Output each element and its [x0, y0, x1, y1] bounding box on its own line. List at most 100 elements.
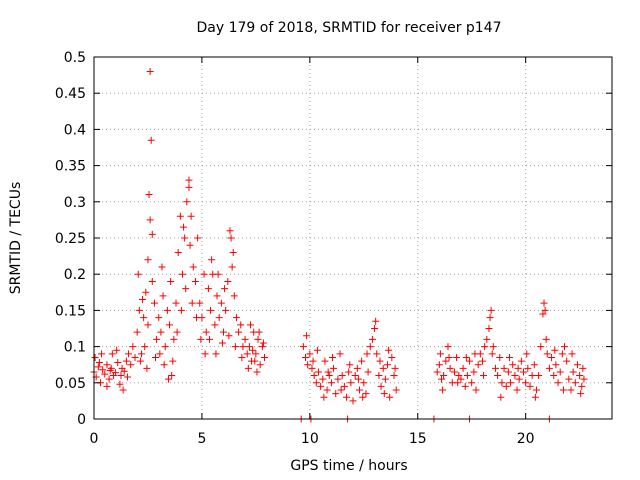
data-point [211, 321, 219, 329]
data-point [330, 364, 338, 372]
data-point [559, 386, 567, 394]
data-point [224, 277, 232, 285]
data-point [319, 375, 327, 383]
data-point [172, 299, 180, 307]
data-point [433, 368, 441, 376]
data-point [487, 306, 495, 314]
data-point [561, 343, 569, 351]
data-point [249, 346, 257, 354]
data-point [122, 357, 130, 365]
data-point [366, 343, 374, 351]
data-point [379, 364, 387, 372]
data-point [327, 379, 335, 387]
data-point [221, 285, 229, 293]
data-point [145, 191, 153, 199]
data-point [309, 357, 317, 365]
data-point [363, 350, 371, 358]
data-point [196, 299, 204, 307]
data-point [163, 306, 171, 314]
data-point [392, 386, 400, 394]
data-point [166, 321, 174, 329]
data-point [251, 357, 259, 365]
data-point [129, 343, 137, 351]
data-point [573, 361, 581, 369]
data-point [440, 372, 448, 380]
data-point [200, 270, 208, 278]
data-point [376, 357, 384, 365]
chart-title: Day 179 of 2018, SRMTID for receiver p14… [196, 20, 501, 36]
data-point [117, 372, 125, 380]
data-point [243, 350, 251, 358]
y-tick-label: 0.45 [55, 86, 86, 102]
data-point [182, 285, 190, 293]
data-point [551, 346, 559, 354]
data-point [310, 372, 318, 380]
data-point [238, 353, 246, 361]
data-point [541, 306, 549, 314]
data-point [108, 350, 116, 358]
data-point [375, 372, 383, 380]
y-tick-label: 0.05 [55, 376, 86, 392]
y-tick-label: 0.3 [64, 195, 86, 211]
data-point [208, 256, 216, 264]
data-point [131, 353, 139, 361]
data-point [483, 335, 491, 343]
data-point [486, 314, 494, 322]
data-point [437, 375, 445, 383]
data-point [579, 364, 587, 372]
data-point [485, 325, 493, 332]
data-point [155, 314, 163, 322]
data-point [174, 248, 182, 256]
data-point [537, 343, 545, 351]
data-point [159, 292, 167, 300]
data-point [113, 346, 121, 354]
data-point [139, 296, 147, 304]
data-point [237, 321, 245, 329]
data-point [180, 223, 188, 231]
data-point [177, 306, 185, 314]
data-point [535, 372, 543, 380]
data-point [158, 263, 166, 271]
y-axis-label: SRMTID / TECUs [8, 182, 24, 295]
data-point [380, 390, 388, 398]
data-point [354, 375, 362, 383]
data-points [90, 67, 588, 423]
data-point [137, 350, 145, 358]
data-point [569, 368, 577, 376]
data-point [114, 359, 122, 367]
data-point [228, 263, 236, 271]
data-point [491, 364, 499, 372]
data-point [462, 353, 470, 361]
data-point [471, 350, 479, 358]
data-point [550, 372, 558, 380]
data-point [540, 299, 548, 307]
data-point [299, 343, 307, 351]
data-point [543, 350, 551, 358]
data-point [167, 277, 175, 285]
data-point [321, 357, 329, 365]
data-point [454, 379, 462, 387]
data-point [435, 361, 443, 369]
data-point [152, 353, 160, 361]
data-point [480, 372, 488, 380]
data-point [201, 350, 209, 358]
data-point [388, 353, 396, 361]
data-point [446, 364, 454, 372]
data-point [214, 270, 222, 278]
data-point [373, 350, 381, 358]
data-point [95, 359, 103, 367]
data-point [160, 361, 168, 369]
data-point [457, 375, 465, 383]
data-point [164, 375, 172, 383]
data-point [134, 270, 142, 278]
data-point [105, 375, 113, 383]
data-point [539, 310, 547, 318]
data-point [578, 382, 586, 390]
data-point [181, 234, 189, 242]
data-point [135, 306, 143, 314]
data-point [324, 368, 332, 376]
data-point [217, 299, 225, 307]
data-point [143, 364, 151, 372]
data-point [317, 382, 325, 390]
data-point [99, 366, 107, 374]
